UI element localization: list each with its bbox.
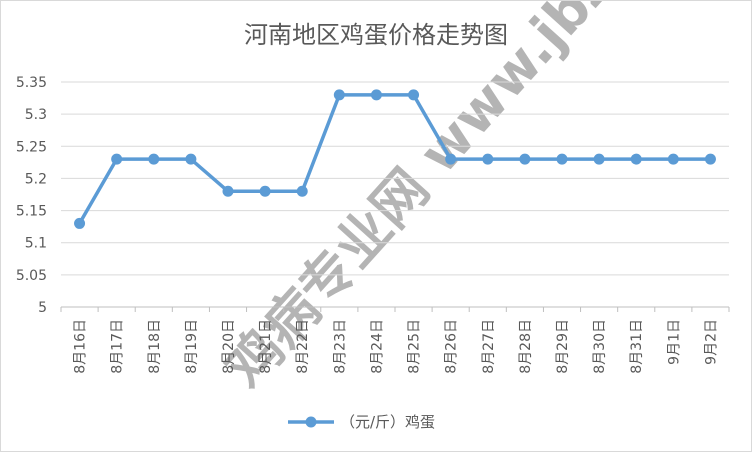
x-tick-label: 8月29日	[555, 319, 571, 374]
data-point	[259, 185, 271, 197]
data-point	[704, 153, 716, 165]
y-tick-label: 5.3	[25, 107, 47, 123]
x-tick-label: 8月22日	[295, 319, 311, 374]
data-point	[519, 153, 531, 165]
x-tick-label: 9月2日	[703, 319, 719, 365]
x-tick-label: 8月26日	[444, 319, 460, 374]
y-tick-label: 5.2	[25, 171, 47, 187]
series-line	[77, 93, 713, 226]
data-point	[333, 89, 345, 101]
y-tick-label: 5.1	[25, 236, 47, 252]
x-tick-label: 8月19日	[184, 319, 200, 374]
data-point	[630, 153, 642, 165]
x-tick-label: 8月17日	[110, 319, 126, 374]
data-point	[482, 153, 494, 165]
x-tick-label: 8月16日	[73, 319, 89, 374]
x-axis: 8月16日 8月17日 8月18日 8月19日 8月20日 8月21日 8月22日 8月23日…	[60, 306, 730, 374]
data-point	[185, 153, 197, 165]
x-tick-label: 8月27日	[481, 319, 497, 374]
data-point	[296, 185, 308, 197]
data-point	[111, 153, 123, 165]
data-point	[445, 153, 457, 165]
data-point	[556, 153, 568, 165]
x-tick-label: 8月24日	[369, 319, 385, 374]
x-tick-label: 8月30日	[592, 319, 608, 374]
x-tick-label: 8月23日	[332, 319, 348, 374]
data-point	[593, 153, 605, 165]
series-layer	[74, 89, 716, 229]
y-tick-label: 5	[38, 300, 47, 316]
x-tick-label: 8月20日	[221, 319, 237, 374]
x-tick-label: 8月18日	[147, 319, 163, 374]
data-point	[222, 185, 234, 197]
data-point	[148, 153, 160, 165]
y-tick-label: 5.05	[16, 268, 47, 284]
data-point	[370, 89, 382, 101]
x-tick-label: 9月1日	[666, 319, 682, 365]
data-point	[667, 153, 679, 165]
y-tick-label: 5.35	[16, 75, 47, 91]
data-point	[74, 217, 86, 229]
y-tick-label: 5.15	[16, 204, 47, 220]
x-tick-label: 8月25日	[407, 319, 423, 374]
legend: （元/斤）鸡蛋	[288, 413, 435, 431]
x-tick-label: 8月28日	[518, 319, 534, 374]
legend-point-marker	[305, 416, 317, 428]
chart-title: 河南地区鸡蛋价格走势图	[244, 21, 508, 49]
y-tick-label: 5.25	[16, 139, 47, 155]
data-point	[408, 89, 420, 101]
y-axis: 5 5.05 5.1 5.15 5.2 5.25 5.3 5.35	[16, 75, 47, 316]
legend-label: （元/斤）鸡蛋	[340, 413, 435, 431]
x-tick-label: 8月31日	[629, 319, 645, 374]
x-tick-label: 8月21日	[258, 319, 274, 374]
